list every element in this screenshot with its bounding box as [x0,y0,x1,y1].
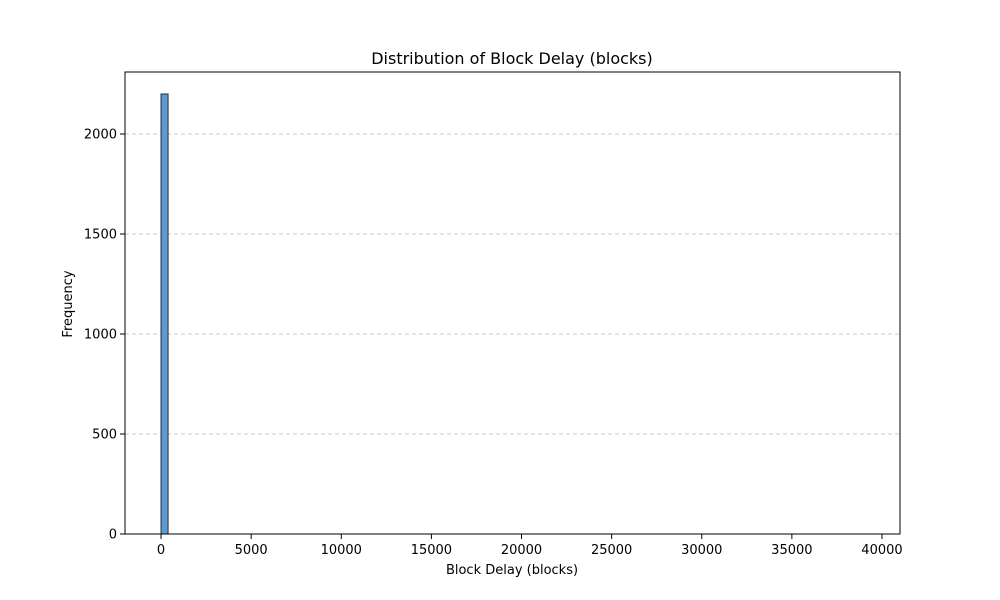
y-axis-label: Frequency [61,270,76,337]
gridlines [125,133,900,435]
x-tick-label: 25000 [591,543,632,558]
x-tick-label: 20000 [501,543,542,558]
y-tick-label: 0 [109,528,117,543]
y-tick-label: 1500 [84,228,117,243]
y-tick-label: 1000 [84,328,117,343]
histogram-bar [160,93,169,535]
x-tick-label: 5000 [235,543,268,558]
x-tick-label: 35000 [771,543,812,558]
x-axis-label: Block Delay (blocks) [446,563,578,578]
bars [160,93,169,535]
y-tick-label: 500 [92,428,117,443]
y-axis-ticks: 0 500 1000 1500 2000 [84,128,125,543]
x-tick-label: 10000 [321,543,362,558]
x-tick-label: 15000 [411,543,452,558]
chart-title: Distribution of Block Delay (blocks) [371,49,653,68]
x-tick-label: 0 [157,543,165,558]
x-axis-ticks: 0 5000 10000 15000 20000 25000 30000 35000 40000 [157,534,903,558]
y-tick-label: 2000 [84,128,117,143]
x-tick-label: 40000 [861,543,902,558]
x-tick-label: 30000 [681,543,722,558]
plot-frame [124,71,901,535]
